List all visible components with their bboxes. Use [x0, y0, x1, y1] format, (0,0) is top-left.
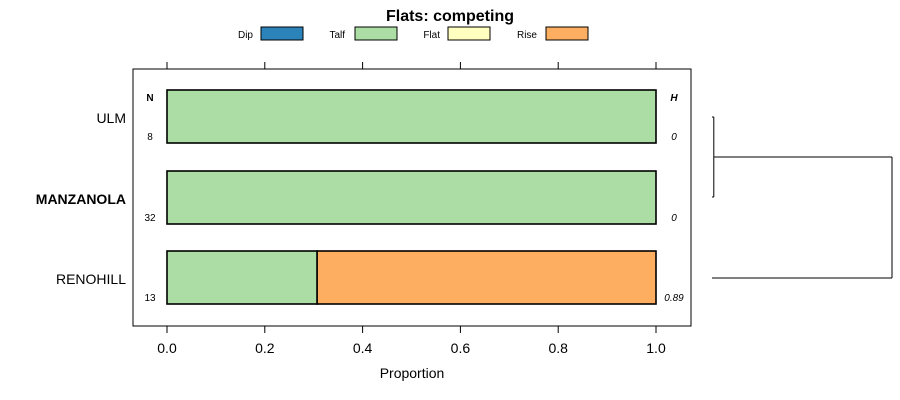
row-label-ulm: ULM: [96, 110, 126, 126]
x-tick-label-4: 0.8: [548, 340, 568, 356]
legend-swatch-talf: [354, 26, 398, 41]
dendrogram: [712, 116, 893, 279]
row-label-renohill: RENOHILL: [56, 271, 126, 287]
row-annotations: 8 0 32 0 13 0.89: [144, 132, 684, 304]
x-axis-title: Proportion: [380, 365, 445, 381]
x-tick-label-5: 1.0: [646, 340, 666, 356]
bar-ulm-talf: [166, 89, 657, 144]
bars: [166, 89, 657, 305]
legend-swatch-rise: [545, 26, 589, 41]
legend-label-dip: Dip: [238, 30, 253, 41]
h-column-header: H: [670, 93, 678, 104]
chart-title: Flats: competing: [386, 8, 514, 25]
plot-frame: [132, 68, 692, 327]
x-tick-label-3: 0.6: [451, 340, 471, 356]
legend-label-flat: Flat: [423, 30, 440, 41]
n-value-ulm: 8: [147, 132, 153, 143]
n-value-renohill: 13: [144, 293, 156, 304]
legend-swatch-flat: [447, 26, 491, 41]
legend-label-rise: Rise: [517, 30, 537, 41]
x-tick-label-2: 0.4: [353, 340, 373, 356]
h-value-manzanola: 0: [671, 213, 677, 224]
h-value-ulm: 0: [671, 132, 677, 143]
bar-renohill-rise: [316, 250, 657, 305]
top-axis-ticks: [166, 62, 657, 69]
n-column-header: N: [146, 93, 153, 104]
x-axis: 0.0 0.2 0.4 0.6 0.8 1.0: [157, 326, 666, 356]
row-labels: ULM MANZANOLA RENOHILL: [36, 110, 126, 287]
legend: Dip Talf Flat Rise: [238, 26, 589, 41]
bar-manzanola-talf: [166, 170, 657, 225]
row-label-manzanola: MANZANOLA: [36, 191, 126, 207]
n-value-manzanola: 32: [144, 213, 156, 224]
bar-renohill-talf: [166, 250, 318, 305]
x-tick-label-1: 0.2: [255, 340, 275, 356]
h-value-renohill: 0.89: [664, 293, 684, 304]
legend-label-talf: Talf: [329, 30, 345, 41]
legend-swatch-dip: [260, 26, 304, 41]
x-tick-label-0: 0.0: [157, 340, 177, 356]
